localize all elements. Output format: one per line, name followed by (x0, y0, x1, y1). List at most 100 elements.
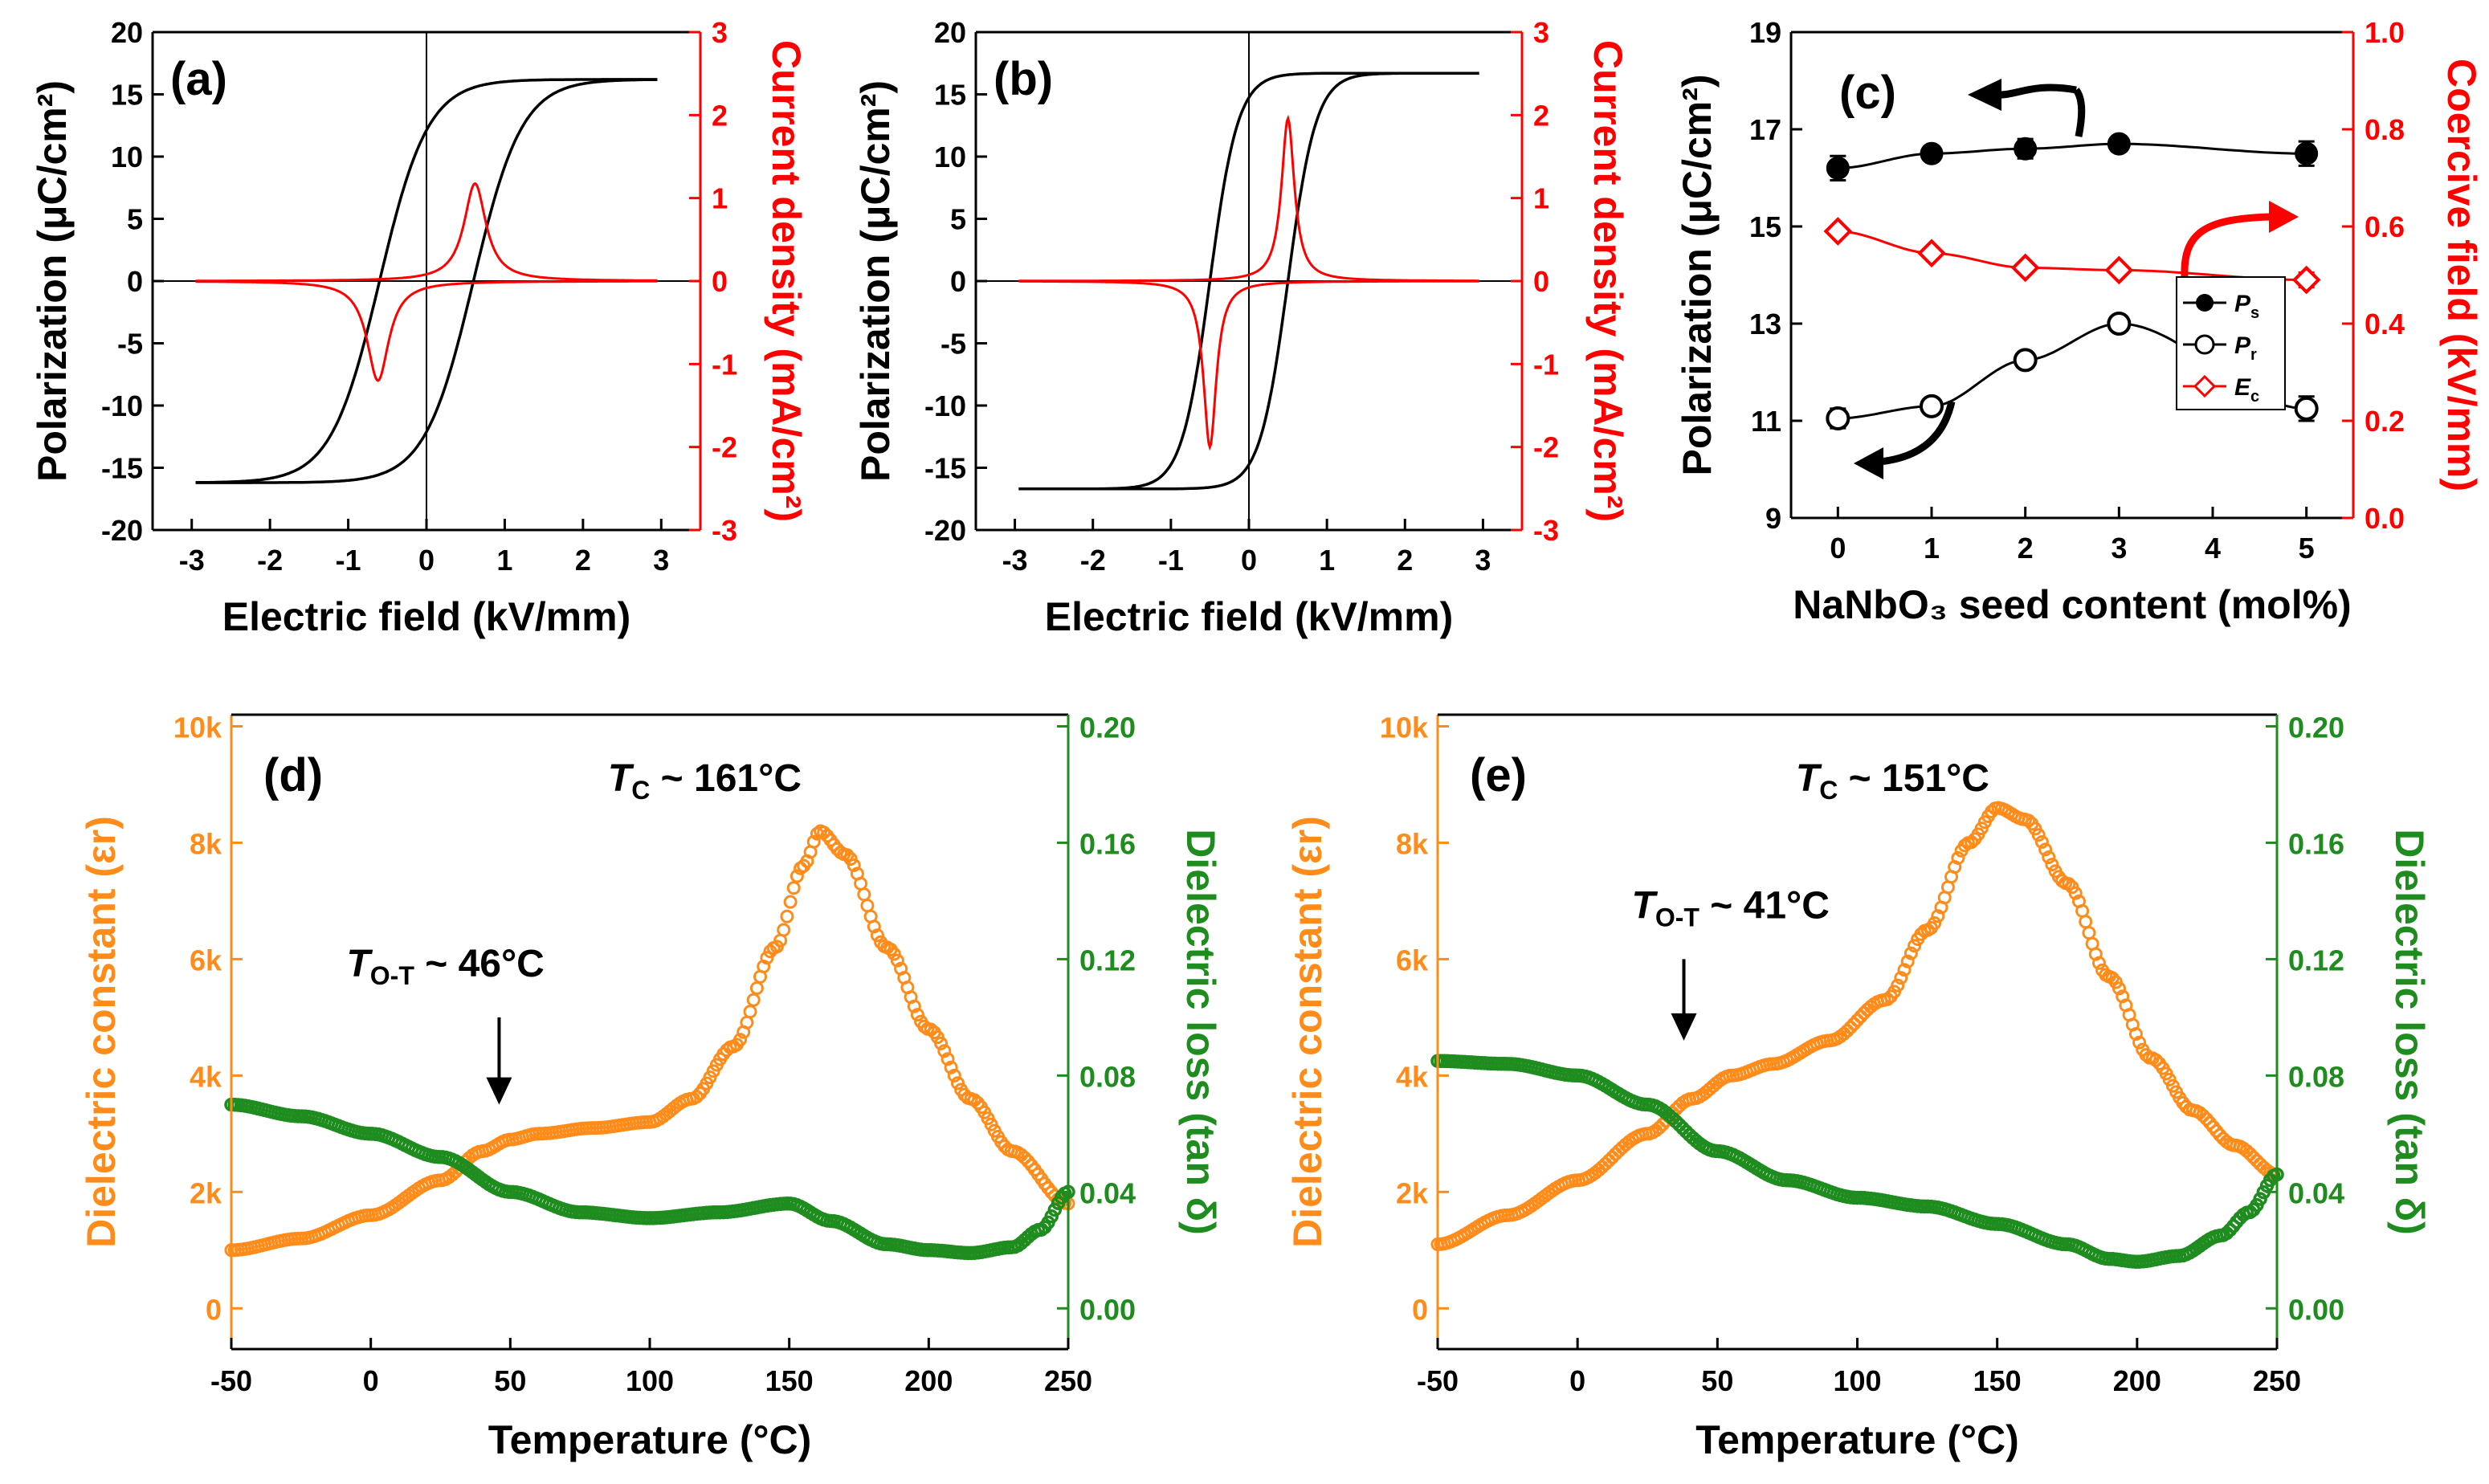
y-left-tick-label: 6k (1396, 944, 1429, 976)
panel-label: (e) (1470, 749, 1527, 801)
y-right-tick-label: 0.6 (2365, 210, 2405, 243)
eps-point (924, 1022, 938, 1037)
x-tick-label: 0 (1830, 532, 1846, 565)
panel-c: 0 1 2 3 4 5911131517190.00.20.40.60.81.0PsPrE… (1675, 16, 2484, 627)
eps-point (733, 1033, 747, 1047)
tot-annotation: TO-T ~ 46°C (346, 943, 544, 990)
eps-point (907, 999, 921, 1013)
eps-point (2038, 842, 2053, 857)
eps-point (743, 1005, 757, 1019)
x-axis-label: Electric field (kV/mm) (1045, 594, 1454, 639)
x-tick-label: 0 (418, 544, 435, 577)
marker-Ec (2291, 265, 2321, 295)
y-right-tick-label: -3 (1533, 514, 1559, 547)
y-right-tick-label: 0.04 (1079, 1176, 1136, 1209)
y-left-tick-label: 9 (1765, 502, 1781, 535)
x-tick-label: 3 (2111, 532, 2127, 565)
legend-label-sub: r (2250, 346, 2257, 364)
tot-annotation: TO-T ~ 41°C (1632, 885, 1830, 932)
x-tick-label: -1 (336, 544, 361, 577)
y-left-tick-label: -15 (924, 452, 966, 485)
y-right-tick-label: 1 (712, 182, 728, 215)
eps-point (746, 993, 761, 1007)
arrow-head-ps (1968, 79, 2001, 111)
y-right-axis-label: Current density (mA/cm²) (1585, 40, 1630, 522)
y-left-tick-label: 10 (111, 141, 143, 173)
legend-label-main: P (2234, 332, 2251, 359)
arrow-ec-to-right-axis (2181, 213, 2272, 278)
y-right-tick-label: 0 (712, 265, 728, 298)
y-right-tick-label: 0.00 (2288, 1293, 2344, 1326)
eps-point (2132, 1035, 2147, 1050)
y-left-tick-label: 15 (934, 79, 966, 112)
y-right-axis-label: Dielectric loss (tan δ) (2387, 829, 2432, 1234)
legend-label-main: P (2234, 291, 2251, 317)
eps-point (967, 1093, 981, 1107)
tot-arrow-head (486, 1077, 512, 1105)
x-tick-label: 0 (363, 1364, 379, 1397)
marker-Pr (2107, 312, 2132, 336)
y-right-tick-label: 0.08 (2288, 1060, 2344, 1093)
eps-point (2139, 1048, 2153, 1062)
eps-point (1891, 978, 1905, 993)
x-axis-label: Temperature (°C) (1695, 1417, 2018, 1462)
x-tick-label: -50 (210, 1364, 252, 1397)
eps-point (854, 876, 868, 891)
tot-rest: ~ 46°C (414, 943, 545, 985)
legend-marker-Pr (2194, 334, 2215, 355)
marker-Ps (1920, 141, 1944, 165)
y-right-tick-label: -1 (1533, 348, 1559, 381)
y-left-tick-label: 15 (111, 79, 143, 112)
marker-Ps (2014, 137, 2038, 161)
x-tick-label: 4 (2205, 532, 2221, 565)
x-tick-label: 2 (575, 544, 591, 577)
eps-point (1928, 916, 1942, 930)
eps-point (689, 1090, 704, 1104)
y-left-tick-label: 8k (190, 827, 222, 860)
y-right-tick-label: 0.20 (1079, 711, 1136, 744)
y-left-tick-label: -20 (101, 514, 143, 547)
eps-point (1894, 971, 1908, 985)
y-right-tick-label: 2 (712, 99, 728, 132)
legend-marker-Ec (2193, 374, 2217, 398)
hysteresis-descending-branch (195, 78, 658, 484)
arrow-head-pr (1854, 447, 1883, 479)
tc-main: T (1796, 757, 1822, 800)
legend-label-main: E (2234, 374, 2251, 401)
x-tick-label: 5 (2299, 532, 2315, 565)
legend-label-sub: c (2250, 388, 2259, 406)
tot-rest: ~ 41°C (1699, 885, 1830, 928)
y-right-tick-label: 0.00 (1079, 1293, 1136, 1326)
tot-main: T (1632, 885, 1659, 928)
marker-Pr (2294, 396, 2319, 421)
eps-point (840, 848, 855, 862)
y-left-tick-label: 20 (111, 16, 143, 49)
y-left-tick-label: -20 (924, 514, 966, 547)
y-left-tick-label: 2k (1396, 1176, 1429, 1209)
legend-label-Ec: Ec (2234, 374, 2259, 406)
y-left-tick-label: 0 (127, 265, 143, 298)
eps-point (817, 826, 831, 840)
x-tick-label: 1 (496, 544, 512, 577)
panel-e: -50 0 50 100 150 200 250 0 2k 4k 6k 8k 10k 0.00 0.04 0.… (1285, 711, 2432, 1462)
y-left-tick-label: 0 (950, 265, 966, 298)
tan-series (224, 1097, 1075, 1261)
x-tick-label: 0 (1241, 544, 1257, 577)
eps-point (857, 887, 871, 902)
panel-label: (b) (994, 53, 1053, 105)
eps-point (2149, 1053, 2163, 1067)
y-left-axis-label: Dielectric constant (εr) (1285, 816, 1330, 1248)
tc-rest: ~ 151°C (1838, 757, 1989, 800)
eps-point (947, 1068, 961, 1082)
tc-annotation: TC ~ 161°C (608, 757, 802, 805)
y-right-tick-label: -2 (712, 431, 737, 464)
arrow-pr-to-left-axis (1879, 400, 1956, 466)
eps-point (2034, 835, 2049, 849)
tc-rest: ~ 161°C (650, 757, 802, 800)
marker-Ps (1826, 156, 1850, 180)
eps-point (2022, 813, 2036, 828)
current-negative-peak (195, 279, 658, 382)
x-tick-label: -3 (179, 544, 205, 577)
y-right-tick-label: -2 (1533, 431, 1559, 464)
y-right-tick-label: 0.4 (2365, 308, 2405, 340)
